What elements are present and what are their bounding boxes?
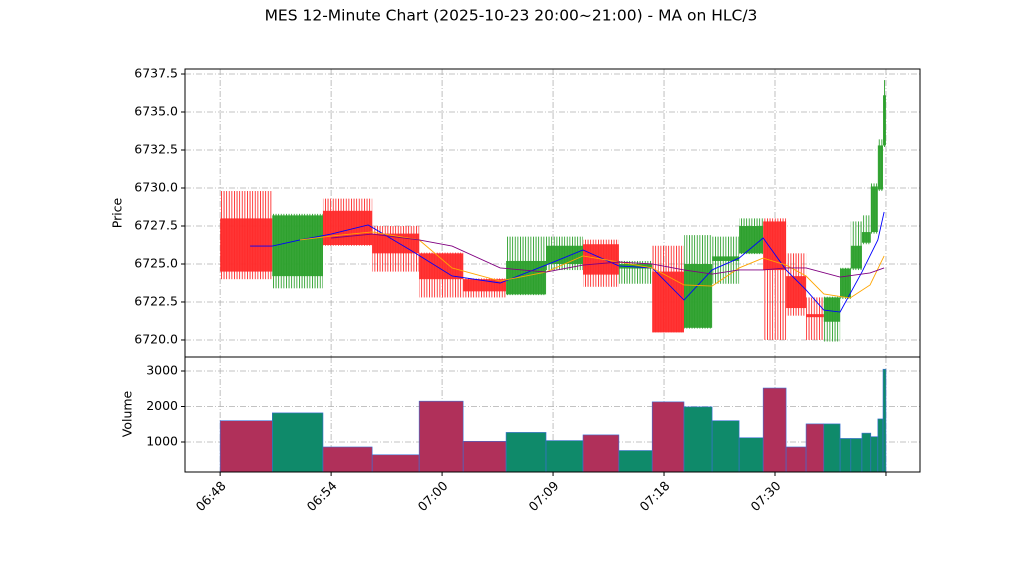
candle: [805, 297, 825, 473]
candle-body: [763, 221, 787, 271]
volume-bar: [683, 406, 713, 473]
x-tick-label: 07:09: [526, 478, 562, 514]
wick: [861, 215, 871, 245]
candle: [870, 183, 879, 473]
volume-bar: [738, 437, 764, 473]
candle: [850, 221, 863, 473]
candle: [371, 225, 420, 473]
candle-body: [823, 297, 841, 322]
volume-bar: [651, 401, 685, 473]
candle-body: [870, 186, 878, 233]
candle-body: [372, 233, 420, 254]
volume-bar: [271, 412, 324, 473]
candle: [839, 267, 852, 473]
volume-bar: [418, 400, 464, 473]
candle-body: [506, 260, 547, 295]
candle: [271, 213, 324, 473]
candle-body: [786, 276, 807, 309]
x-tick-label: 06:54: [304, 478, 340, 514]
volume-bar: [462, 440, 507, 473]
volume-bar: [219, 420, 273, 473]
x-tick-label: 07:18: [637, 478, 673, 514]
volume-frame: [184, 356, 921, 473]
volume-bar: [861, 432, 872, 473]
ma-line: [299, 231, 885, 299]
y-tick-label: 6730.0: [134, 179, 178, 194]
candle-body: [220, 218, 273, 272]
y-tick-label: 6732.5: [134, 142, 178, 157]
candle-body: [652, 271, 685, 333]
candle-body: [712, 256, 740, 261]
candle: [877, 139, 884, 473]
ma-line: [331, 233, 885, 278]
volume-bar: [371, 454, 420, 473]
y2-tick-label: 3000: [146, 362, 178, 377]
candle: [418, 252, 464, 473]
y-axis-label: Price: [110, 197, 125, 228]
candle-body: [883, 95, 886, 146]
y2-tick-label: 2000: [146, 398, 178, 413]
candle: [785, 253, 807, 473]
volume-bar: [882, 368, 887, 473]
volume-bar: [785, 446, 807, 473]
candle: [618, 260, 653, 473]
wick: [806, 297, 824, 340]
volume-bar: [870, 436, 879, 473]
volume-bar: [545, 440, 584, 473]
candle-body: [322, 210, 373, 245]
candle-body: [840, 268, 851, 298]
candle: [882, 80, 887, 473]
candle-body: [546, 245, 584, 264]
candle: [738, 218, 764, 473]
candle: [683, 235, 713, 473]
candle: [762, 218, 787, 473]
y-tick-label: 6735.0: [134, 104, 178, 119]
y2-tick-label: 1000: [146, 433, 178, 448]
y-tick-label: 6722.5: [134, 293, 178, 308]
candle: [545, 236, 584, 473]
volume-bar: [582, 434, 620, 473]
volume-axis-label: Volume: [120, 390, 135, 437]
candle: [651, 245, 685, 473]
candle: [861, 215, 872, 473]
y-tick-label: 6720.0: [134, 331, 178, 346]
volume-bar: [850, 438, 863, 473]
volume-bar: [711, 420, 740, 473]
x-tick-label: 06:48: [193, 478, 229, 514]
candle-body: [618, 263, 653, 269]
volume-bar: [618, 450, 653, 473]
y-tick-label: 6737.5: [134, 66, 178, 81]
candle-body: [419, 253, 464, 280]
x-tick-label: 07:30: [748, 478, 784, 514]
marks: [219, 80, 887, 473]
candle: [219, 191, 273, 473]
volume-bar: [322, 446, 373, 473]
candle-body: [739, 225, 764, 254]
volume-bar: [805, 423, 825, 473]
volume-bar: [877, 418, 884, 473]
volume-bar: [839, 438, 852, 473]
volume-bar: [762, 387, 787, 473]
candle-body: [850, 245, 862, 269]
candle: [823, 296, 841, 473]
volume-bar: [505, 432, 547, 473]
candle-body: [583, 244, 619, 275]
candle: [462, 278, 507, 473]
candle-body: [806, 314, 824, 318]
candle: [582, 239, 620, 473]
candle-body: [272, 215, 323, 277]
y-tick-label: 6725.0: [134, 255, 178, 270]
chart-title: MES 12-Minute Chart (2025-10-23 20:00~21…: [265, 7, 758, 25]
candle-body: [877, 145, 884, 190]
volume-bar: [823, 423, 841, 473]
y-tick-label: 6727.5: [134, 217, 178, 232]
candle: [322, 198, 373, 473]
x-tick-label: 07:00: [415, 478, 451, 514]
candle-body: [861, 232, 871, 243]
